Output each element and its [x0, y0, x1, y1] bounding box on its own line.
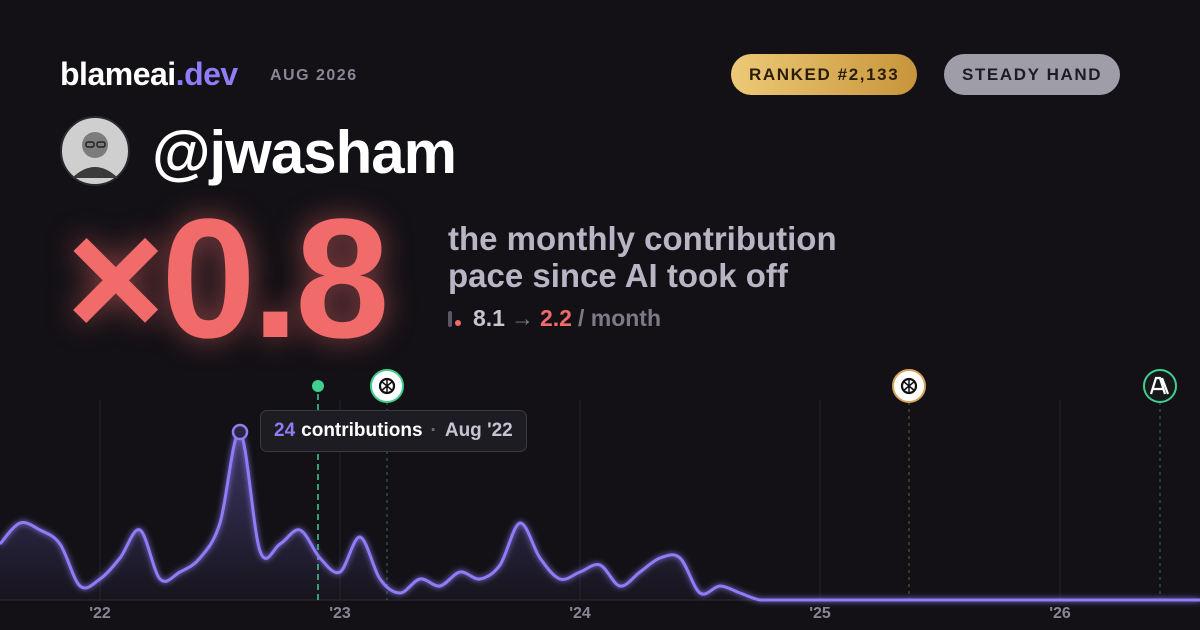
rank-badge: RANKED #2,133 — [731, 54, 918, 95]
brand-suffix: .dev — [175, 56, 239, 92]
legend-marker — [448, 311, 452, 327]
unit: / month — [577, 305, 662, 331]
anthropic-icon — [1143, 369, 1177, 403]
openai-icon — [892, 369, 926, 403]
avatar — [60, 116, 130, 186]
event-dot — [312, 380, 324, 392]
highlight-point — [231, 423, 249, 441]
pace-stats: 8.1 → 2.2/ month — [448, 305, 661, 332]
x-tick-label: '23 — [329, 605, 351, 622]
tooltip-value: 24 — [274, 420, 296, 441]
tooltip-date: Aug '22 — [444, 420, 513, 441]
separator: · — [430, 420, 437, 441]
arrow: → — [510, 305, 534, 331]
description: the monthly contribution — [448, 220, 837, 257]
brand-name: blameai — [60, 56, 176, 92]
x-tick-label: '25 — [809, 605, 831, 622]
event-markers — [312, 369, 1177, 600]
description: pace since AI took off — [448, 257, 788, 294]
tooltip-label: contributions — [301, 420, 423, 441]
x-tick-label: '26 — [1049, 605, 1071, 622]
before-pace: 8.1 — [473, 305, 505, 331]
tooltip: 24 contributions · Aug '22 — [260, 410, 527, 452]
line — [0, 430, 1200, 602]
x-tick-label: '24 — [569, 605, 591, 622]
brand: blameai.dev — [60, 56, 238, 93]
style-badge: STEADY HAND — [944, 54, 1121, 95]
x-tick-label: '22 — [89, 605, 111, 622]
openai-icon — [370, 369, 404, 403]
after-pace: 2.2 — [539, 305, 572, 331]
handle: @jwasham — [152, 119, 457, 186]
area — [0, 431, 1200, 600]
legend-marker — [455, 320, 461, 326]
date: AUG 2026 — [270, 67, 358, 84]
multiplier: ×0.8 — [66, 184, 390, 374]
